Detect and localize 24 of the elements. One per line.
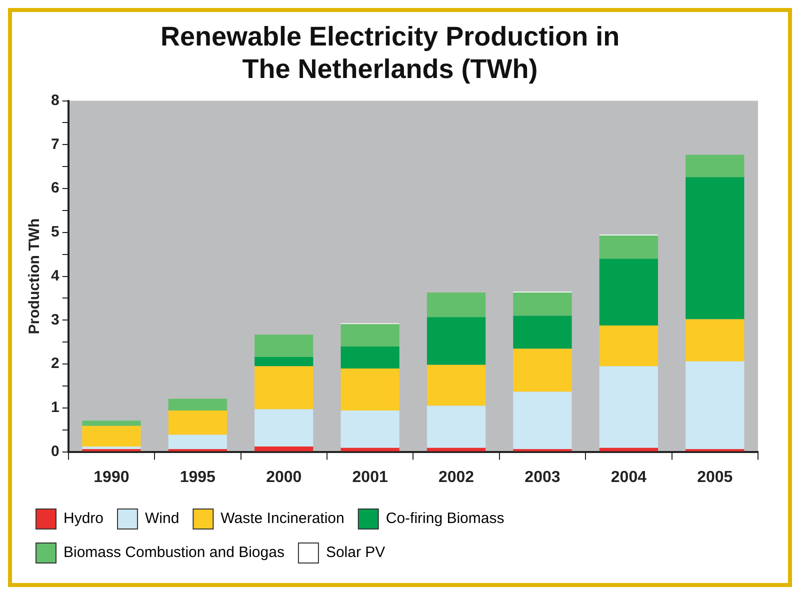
chart-title: Renewable Electricity Production in The Netherlands (TWh): [160, 22, 620, 84]
y-tick-label: 7: [51, 136, 60, 153]
x-tick-label: 1990: [94, 468, 130, 486]
y-tick-label: 8: [51, 92, 60, 109]
legend-label: Hydro: [64, 510, 104, 528]
y-tick-label: 1: [51, 399, 60, 416]
legend-label: Biomass Combustion and Biogas: [64, 544, 284, 562]
y-tick-label: 6: [51, 180, 60, 197]
x-tick-label: 2000: [266, 468, 302, 486]
y-tick-label: 5: [51, 224, 60, 241]
y-tick-label: 3: [51, 311, 60, 328]
legend-label: Wind: [145, 510, 180, 528]
y-axis-title: Production TWh: [26, 218, 44, 334]
y-tick-label: 0: [51, 442, 60, 460]
x-tick-label: 2001: [352, 468, 388, 486]
x-tick-label: 2002: [438, 468, 474, 486]
y-tick-label: 4: [51, 267, 60, 284]
x-tick-label: 2005: [697, 468, 733, 486]
legend-label: Co-firing Biomass: [386, 510, 504, 528]
x-tick-label: 2004: [610, 468, 647, 486]
y-tick-label: 2: [51, 355, 60, 372]
x-tick-label: 2003: [524, 468, 560, 486]
x-tick-label: 1995: [180, 468, 216, 486]
legend-label: Waste Incineration: [220, 510, 344, 528]
